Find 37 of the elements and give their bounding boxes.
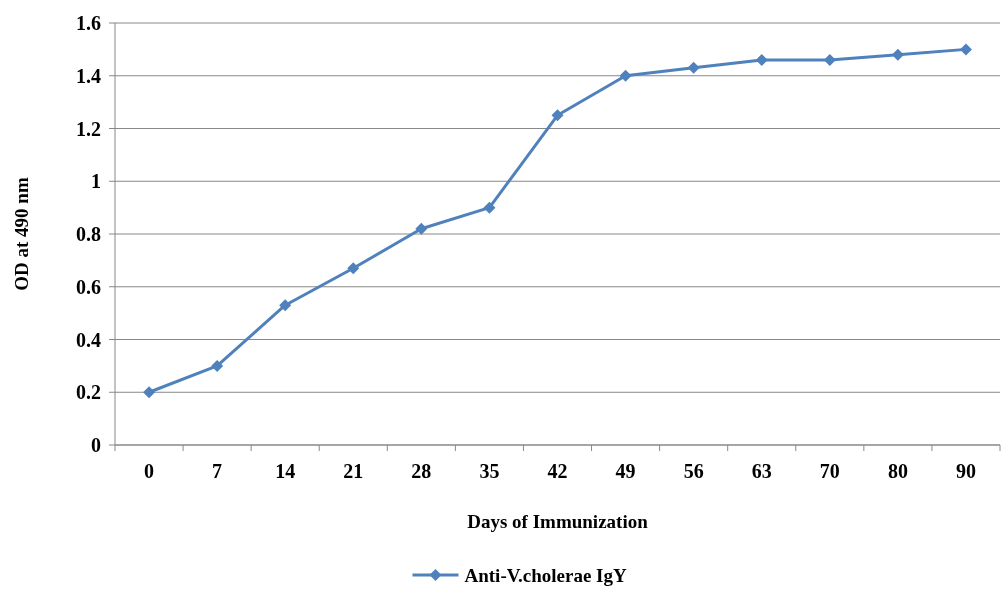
x-tick-label: 0: [144, 460, 155, 482]
y-tick-label: 1.2: [76, 117, 101, 140]
point: [279, 299, 292, 312]
x-tick-label: 21: [343, 460, 364, 482]
point: [959, 43, 972, 56]
y-tick-label: 0.6: [76, 275, 101, 298]
x-axis-title: Days of Immunization: [467, 511, 649, 532]
x-tick-label: 90: [955, 460, 976, 482]
point: [143, 386, 156, 399]
point: [551, 109, 564, 122]
y-tick-label: 0.4: [76, 328, 101, 351]
x-tick-label: 14: [275, 460, 296, 482]
x-tick-label: 80: [887, 460, 908, 482]
point: [891, 48, 904, 61]
y-tick-label: 1: [91, 170, 101, 193]
x-tick-label: 49: [615, 460, 636, 482]
x-tick-label: 35: [479, 460, 500, 482]
point: [415, 222, 428, 235]
y-tick-label: 0.8: [76, 223, 101, 245]
point: [483, 201, 496, 214]
point: [755, 53, 768, 66]
point: [619, 69, 632, 82]
x-tick-label: 7: [212, 460, 223, 482]
point: [211, 359, 224, 372]
y-tick-label: 0.2: [76, 381, 101, 404]
x-tick-label: 70: [819, 460, 840, 482]
y-tick-label: 0: [91, 434, 101, 456]
x-tick-label: 63: [751, 460, 772, 482]
y-axis-title: OD at 490 nm: [11, 177, 32, 291]
y-tick-label: 1.6: [76, 12, 101, 34]
x-tick-label: 42: [547, 460, 568, 482]
legend-label: Anti-V.cholerae IgY: [464, 564, 627, 586]
y-tick-label: 1.4: [76, 64, 101, 87]
point: [687, 61, 700, 74]
x-tick-label: 56: [683, 460, 704, 482]
point: [347, 262, 360, 275]
x-tick-label: 28: [411, 460, 432, 482]
